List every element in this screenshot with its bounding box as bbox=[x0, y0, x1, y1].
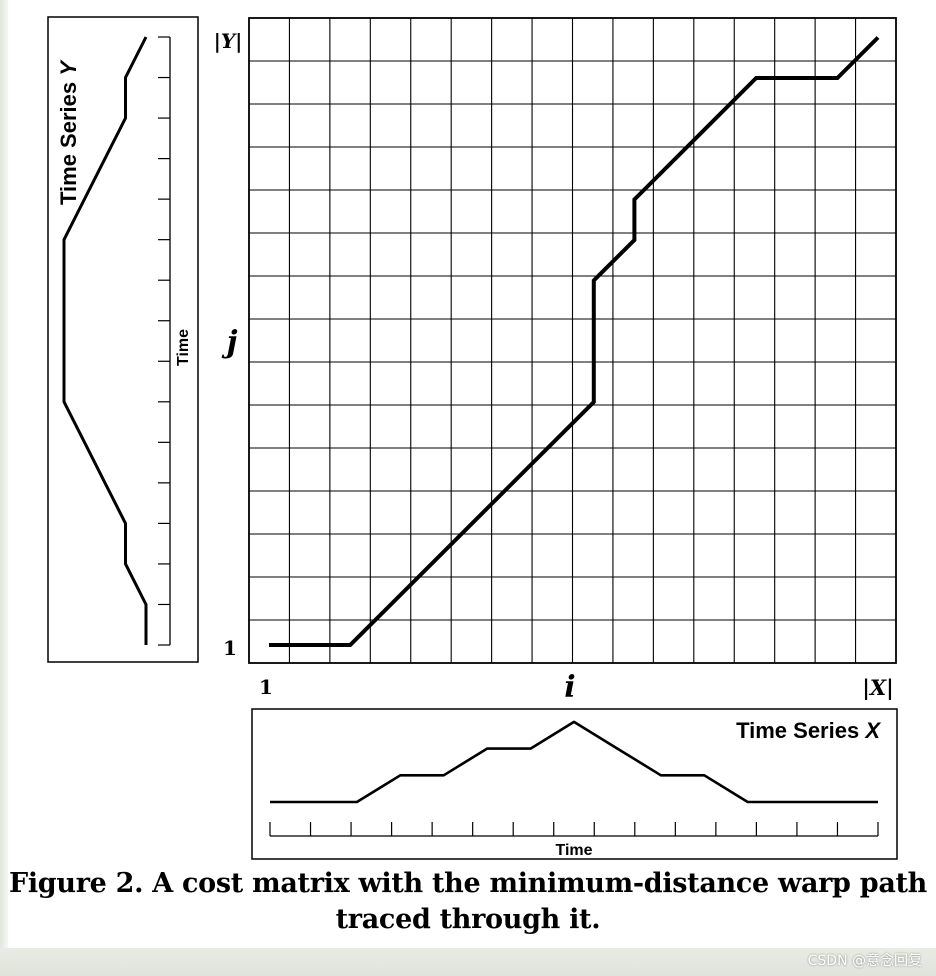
figure-caption-line-2: traced through it. bbox=[335, 904, 601, 935]
time-series-y-title-var: Y bbox=[56, 59, 81, 76]
cost-matrix: |Y| j 1 1 i |X| bbox=[214, 17, 897, 705]
time-series-y-axis-label: Time bbox=[175, 329, 192, 366]
j-index-label: j bbox=[222, 325, 238, 360]
y-size-label: |Y| bbox=[214, 29, 243, 53]
left-border-strip bbox=[0, 0, 8, 948]
time-series-y-curve bbox=[62, 36, 148, 645]
time-series-x-panel: Time Series X Time bbox=[251, 708, 898, 860]
time-series-y-title: Time Series Y bbox=[56, 59, 81, 205]
x-size-label: |X| bbox=[862, 675, 894, 700]
x-start-label: 1 bbox=[259, 675, 273, 699]
i-index-label: i bbox=[564, 670, 575, 705]
time-series-x-title: Time Series X bbox=[736, 718, 881, 743]
time-series-x-curve bbox=[270, 720, 878, 804]
time-series-x-ticks bbox=[269, 822, 879, 836]
time-series-x-title-text: Time Series bbox=[736, 718, 865, 743]
time-series-x-axis-label: Time bbox=[555, 842, 592, 859]
time-series-y-panel: Time Series Y Time bbox=[47, 16, 199, 663]
figure-caption-line-1: Figure 2. A cost matrix with the minimum… bbox=[8, 868, 928, 899]
time-series-y-ticks bbox=[158, 36, 170, 646]
bottom-border-strip bbox=[0, 948, 936, 976]
time-series-x-title-var: X bbox=[863, 718, 881, 743]
time-series-x-frame bbox=[251, 708, 898, 860]
watermark: CSDN @意念回复 bbox=[807, 953, 922, 969]
cost-matrix-frame bbox=[248, 17, 897, 664]
cost-matrix-grid bbox=[249, 18, 896, 663]
time-series-y-title-text: Time Series bbox=[56, 76, 81, 205]
y-start-label: 1 bbox=[223, 636, 237, 660]
warp-path bbox=[269, 36, 880, 647]
